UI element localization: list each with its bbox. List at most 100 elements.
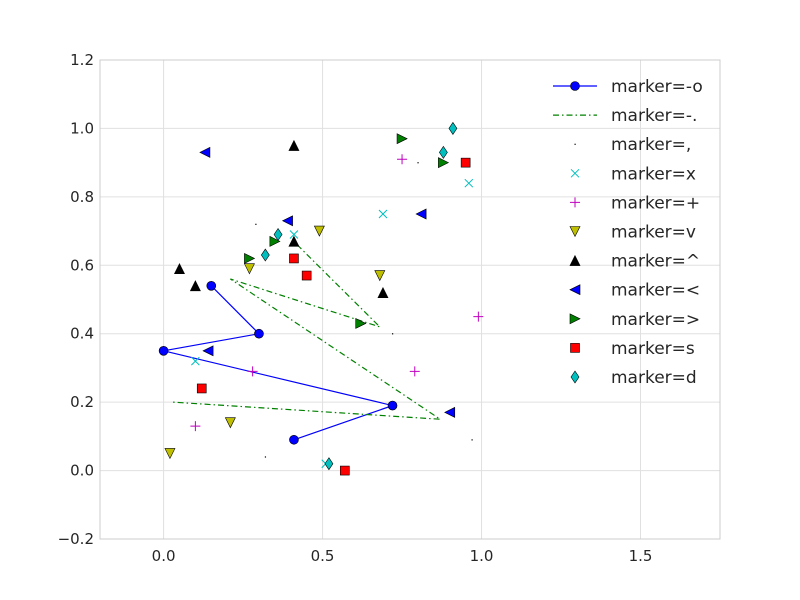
data-series	[158, 121, 484, 476]
data-point	[254, 328, 264, 339]
data-point	[174, 263, 185, 275]
legend-label: marker=-o	[611, 77, 703, 97]
data-point	[324, 457, 334, 471]
legend-entry: marker=,	[574, 135, 691, 155]
legend-marker	[570, 168, 580, 178]
axis-tick-labels: 0.0 0.5 1.0 1.5 −0.2 0.0 0.2 0.4 0.6 0.8 1.0 1.2	[58, 51, 653, 565]
data-point	[190, 421, 201, 432]
legend-label: marker=<	[611, 281, 700, 301]
legend-entry: marker=-.	[553, 106, 697, 126]
data-point	[260, 248, 270, 262]
data-point	[448, 121, 458, 135]
data-point	[471, 439, 473, 441]
legend-label: marker=,	[611, 135, 691, 155]
series-3	[191, 178, 474, 469]
grid-lines	[100, 59, 720, 540]
data-point	[269, 235, 281, 247]
legend-label: marker=^	[611, 252, 700, 272]
y-tick-label: 0.2	[70, 393, 94, 411]
data-point	[199, 146, 211, 158]
y-tick-label: 0.8	[70, 188, 94, 206]
data-point	[289, 434, 299, 445]
data-point	[396, 133, 408, 145]
y-tick-label: 1.2	[70, 51, 94, 69]
legend-marker	[570, 370, 580, 384]
data-point	[415, 208, 427, 220]
data-point	[464, 178, 474, 188]
data-point	[288, 235, 300, 247]
data-point	[189, 280, 201, 292]
data-point	[202, 345, 214, 357]
legend-entry: marker=s	[570, 339, 695, 359]
data-point	[164, 448, 176, 460]
data-point	[473, 311, 484, 322]
data-point	[387, 400, 398, 411]
y-tick-label: 0.0	[70, 462, 94, 480]
data-point	[392, 333, 394, 335]
legend-entry: marker=x	[570, 164, 696, 184]
legend-entry: marker=-o	[553, 77, 703, 97]
legend-marker	[570, 197, 580, 208]
series-1	[173, 244, 443, 420]
data-point	[409, 366, 420, 377]
data-point	[264, 456, 267, 458]
legend-marker	[569, 284, 581, 296]
data-point	[244, 252, 256, 264]
legend-label: marker=+	[611, 193, 700, 213]
data-point	[460, 157, 471, 168]
data-point	[243, 263, 255, 275]
legend-label: marker=v	[611, 223, 696, 243]
plot-frame	[99, 59, 721, 540]
data-point	[206, 281, 217, 291]
data-point	[374, 270, 386, 282]
legend: marker=-o marker=-. marker=, marker=x marker…	[553, 77, 703, 388]
legend-label: marker=-.	[611, 106, 697, 126]
x-tick-label: 1.5	[629, 547, 653, 565]
legend-entry: marker=v	[569, 223, 696, 243]
legend-marker	[570, 343, 580, 353]
data-point	[289, 230, 299, 239]
series-8	[244, 133, 450, 329]
series-0	[158, 281, 398, 445]
data-point	[247, 366, 258, 377]
y-tick-label: 1.0	[70, 119, 94, 137]
series-4	[190, 154, 484, 432]
data-point	[191, 356, 200, 366]
data-point	[255, 223, 257, 225]
legend-marker	[569, 313, 581, 325]
data-point	[444, 406, 456, 418]
data-point	[340, 465, 350, 476]
data-point	[224, 417, 236, 429]
data-point	[377, 286, 389, 298]
legend-entry: marker=<	[569, 281, 700, 301]
y-tick-label: 0.6	[70, 256, 94, 274]
legend-entry: marker=+	[570, 193, 700, 213]
data-point	[397, 154, 408, 165]
x-tick-label: 1.0	[470, 547, 494, 565]
data-point	[158, 346, 169, 356]
series-7	[199, 146, 456, 418]
data-point	[439, 145, 448, 159]
legend-label: marker=s	[611, 339, 695, 359]
x-tick-label: 0.0	[152, 547, 176, 565]
data-point	[417, 162, 419, 164]
legend-marker	[570, 81, 580, 91]
data-point	[288, 139, 300, 151]
legend-marker	[574, 143, 576, 145]
legend-entry: marker=>	[569, 310, 700, 330]
series-10	[260, 121, 458, 471]
data-point	[289, 253, 299, 264]
data-point	[438, 157, 450, 169]
data-point	[378, 209, 388, 219]
data-point	[273, 227, 283, 242]
legend-label: marker=d	[611, 368, 697, 388]
x-tick-label: 0.5	[311, 547, 335, 565]
series-line	[173, 244, 443, 420]
plot-area	[100, 60, 720, 539]
legend-entry: marker=d	[570, 368, 697, 388]
y-tick-label: 0.4	[70, 325, 94, 343]
data-point	[355, 317, 367, 329]
data-point	[196, 383, 207, 394]
data-point	[301, 270, 312, 281]
